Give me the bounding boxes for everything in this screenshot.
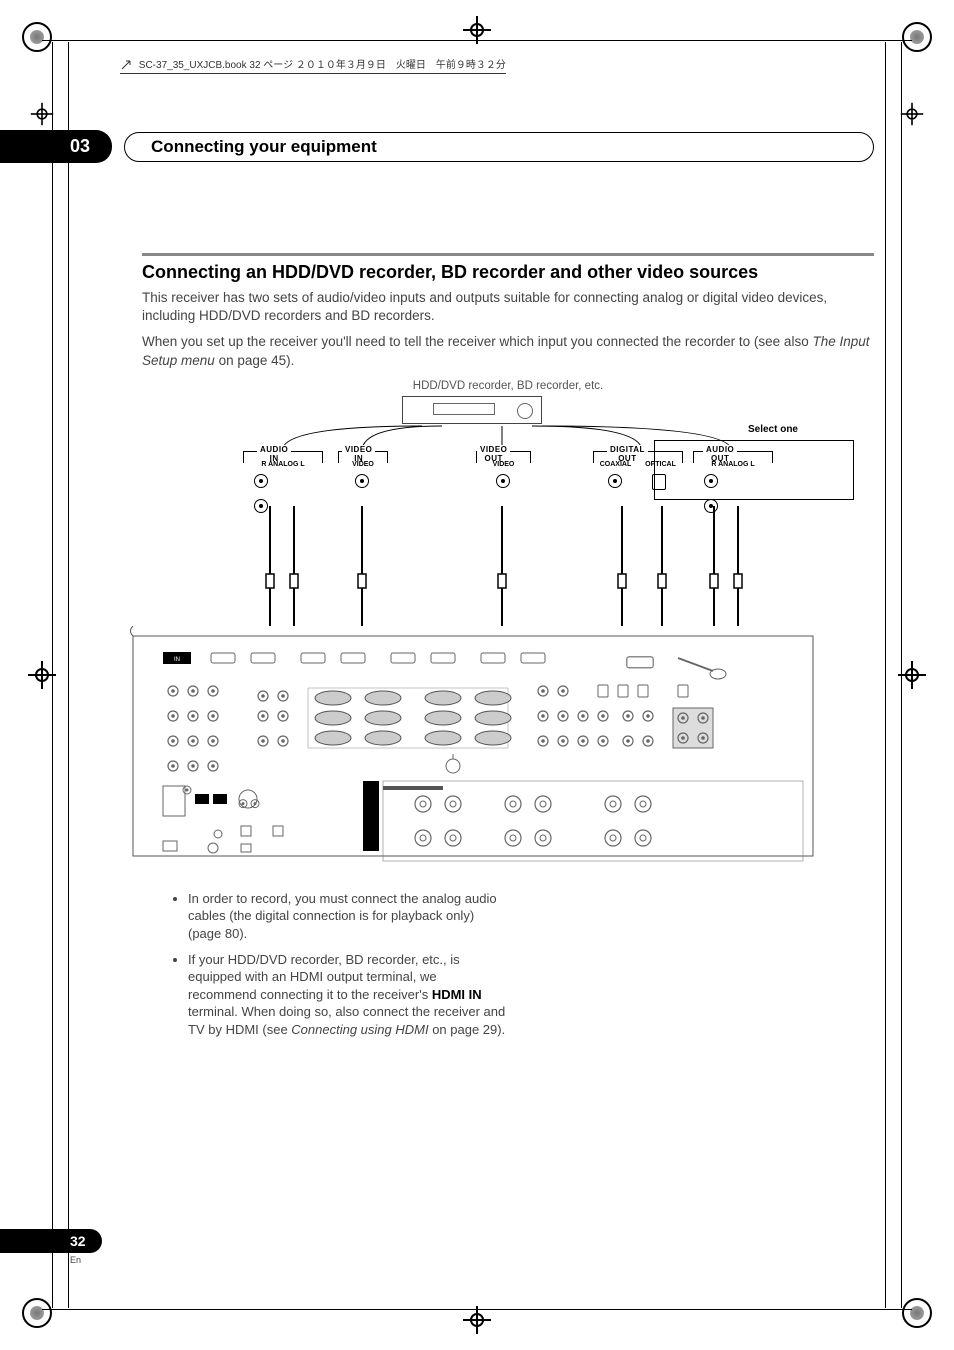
trim-line-right — [885, 42, 886, 1308]
digital-out-coax: COAXIAL — [593, 461, 638, 468]
note2-c: on page 29). — [429, 1022, 506, 1037]
book-arrow-icon — [120, 59, 132, 71]
page-footer: 32 En — [0, 1229, 102, 1265]
select-one-frame — [654, 440, 854, 500]
video-in-sub: VIDEO — [338, 461, 388, 468]
audio-out-sub: R ANALOG L — [693, 461, 773, 468]
audio-in-sub: R ANALOG L — [243, 461, 323, 468]
trim-line-bottom — [42, 1309, 912, 1310]
page-number: 32 — [0, 1229, 102, 1253]
jack-icon — [704, 499, 718, 513]
trim-line-left — [68, 42, 69, 1308]
svg-text:IN: IN — [174, 657, 180, 663]
jack-icon — [704, 474, 718, 488]
trim-line-top — [42, 40, 912, 41]
crop-corner-bl — [22, 1298, 52, 1328]
note1-text: In order to record, you must connect the… — [188, 891, 497, 941]
note2-bold: HDMI IN — [432, 987, 482, 1002]
reg-mark-bottom — [463, 1306, 491, 1334]
connection-diagram: AUDIO IN R ANALOG L VIDEO IN VIDEO VIDEO… — [142, 396, 874, 876]
jack-icon — [254, 474, 268, 488]
chapter-bar: 03 Connecting your equipment — [0, 130, 874, 163]
section-title: Connecting an HDD/DVD recorder, BD recor… — [142, 262, 874, 283]
panel-digital-out: DIGITAL OUT COAXIAL OPTICAL — [592, 446, 594, 448]
note2-a: If your HDD/DVD recorder, BD recorder, e… — [188, 952, 460, 1002]
optical-jack-icon — [652, 474, 666, 490]
para2-b: on page 45). — [215, 353, 295, 368]
chapter-title: Connecting your equipment — [151, 137, 377, 156]
jack-icon — [254, 499, 268, 513]
select-one-label: Select one — [748, 424, 798, 435]
reg-mark-right — [898, 661, 926, 689]
jack-icon — [496, 474, 510, 488]
book-header-text: SC-37_35_UXJCB.book 32 ページ ２０１０年３月９日 火曜日… — [139, 60, 506, 71]
notes-list: In order to record, you must connect the… — [148, 890, 508, 1038]
crop-corner-tl — [22, 22, 52, 52]
section-para-1: This receiver has two sets of audio/vide… — [142, 289, 874, 325]
page-lang: En — [70, 1255, 102, 1265]
section-para-2: When you set up the receiver you'll need… — [142, 333, 874, 369]
trim-line-left-2 — [52, 42, 53, 1308]
para2-a: When you set up the receiver you'll need… — [142, 334, 812, 349]
chapter-title-wrap: Connecting your equipment — [124, 132, 874, 162]
panel-video-out: VIDEO OUT VIDEO — [475, 446, 477, 448]
coax-jack-icon — [608, 474, 622, 488]
note-item-2: If your HDD/DVD recorder, BD recorder, e… — [188, 951, 508, 1039]
book-header: SC-37_35_UXJCB.book 32 ページ ２０１０年３月９日 火曜日… — [120, 56, 506, 74]
trim-line-right-2 — [901, 42, 902, 1308]
crop-corner-tr — [902, 22, 932, 52]
digital-out-opt: OPTICAL — [638, 461, 683, 468]
chapter-number: 03 — [0, 130, 112, 163]
diagram-caption: HDD/DVD recorder, BD recorder, etc. — [142, 380, 874, 392]
reg-mark-left-sm — [31, 103, 53, 125]
section-rule — [142, 253, 874, 256]
reg-mark-right-sm — [901, 103, 923, 125]
receiver-rear-panel: IN — [122, 626, 824, 866]
crop-corner-br — [902, 1298, 932, 1328]
jack-icon — [355, 474, 369, 488]
panel-audio-in: AUDIO IN R ANALOG L — [242, 446, 244, 448]
receiver-panel-svg: IN — [122, 626, 824, 866]
panel-video-in: VIDEO IN VIDEO — [337, 446, 339, 448]
note-item-1: In order to record, you must connect the… — [188, 890, 508, 943]
panel-audio-out: AUDIO OUT R ANALOG L — [692, 446, 694, 448]
video-out-sub: VIDEO — [476, 461, 531, 468]
note2-italic: Connecting using HDMI — [291, 1022, 428, 1037]
